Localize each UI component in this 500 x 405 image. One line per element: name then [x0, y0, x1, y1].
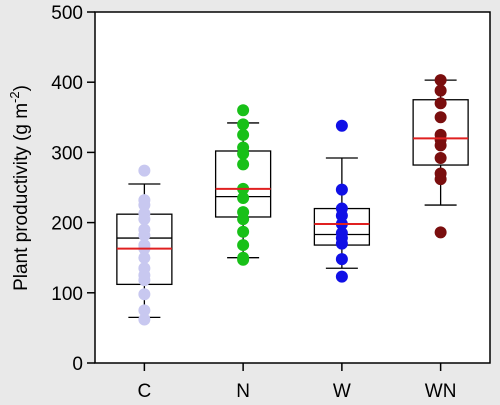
y-tick-label: 100: [51, 284, 83, 305]
y-tick-label: 500: [51, 3, 83, 24]
data-point: [237, 128, 250, 141]
x-tick-label: WN: [425, 381, 457, 400]
data-point: [335, 209, 348, 222]
data-point: [138, 213, 151, 226]
y-tick-label: 400: [51, 73, 83, 94]
data-point: [434, 97, 447, 110]
data-point: [335, 253, 348, 266]
y-axis-title-sup: -2: [7, 91, 22, 103]
data-point: [434, 152, 447, 165]
data-point: [237, 213, 250, 226]
data-point: [237, 192, 250, 205]
tick-labels: 0 100 200 300 400 500 C N W WN: [51, 3, 457, 402]
data-point: [434, 139, 447, 152]
data-point: [237, 147, 250, 160]
y-axis-title-main: Plant productivity (g m: [11, 103, 32, 291]
data-point: [434, 74, 447, 87]
data-point: [138, 199, 151, 212]
data-point: [138, 288, 151, 301]
data-point: [237, 118, 250, 131]
data-point: [237, 158, 250, 171]
data-point: [434, 226, 447, 239]
data-point: [237, 239, 250, 252]
axes: [87, 11, 491, 371]
data-point: [138, 164, 151, 177]
y-tick-label: 300: [51, 143, 83, 164]
data-point: [335, 119, 348, 132]
x-tick-label: C: [138, 381, 152, 400]
data-point: [335, 270, 348, 283]
data-point: [138, 229, 151, 242]
data-point: [434, 84, 447, 97]
data-point: [335, 183, 348, 196]
data-point: [434, 173, 447, 186]
y-axis-title-end: ): [11, 85, 32, 91]
data-point: [434, 111, 447, 124]
y-tick-label: 200: [51, 214, 83, 235]
data-point: [138, 304, 151, 317]
data-point: [138, 313, 151, 326]
data-point: [138, 274, 151, 287]
x-tick-label: W: [333, 381, 351, 400]
y-tick-label: 0: [72, 354, 83, 375]
plot-frame: [94, 11, 491, 364]
data-point: [237, 104, 250, 117]
data-points: [116, 74, 469, 326]
x-tick-label: N: [236, 381, 250, 400]
data-point: [237, 225, 250, 238]
data-point: [138, 251, 151, 264]
data-point: [335, 237, 348, 250]
y-axis-title: Plant productivity (g m-2): [7, 85, 32, 291]
data-point: [237, 253, 250, 266]
